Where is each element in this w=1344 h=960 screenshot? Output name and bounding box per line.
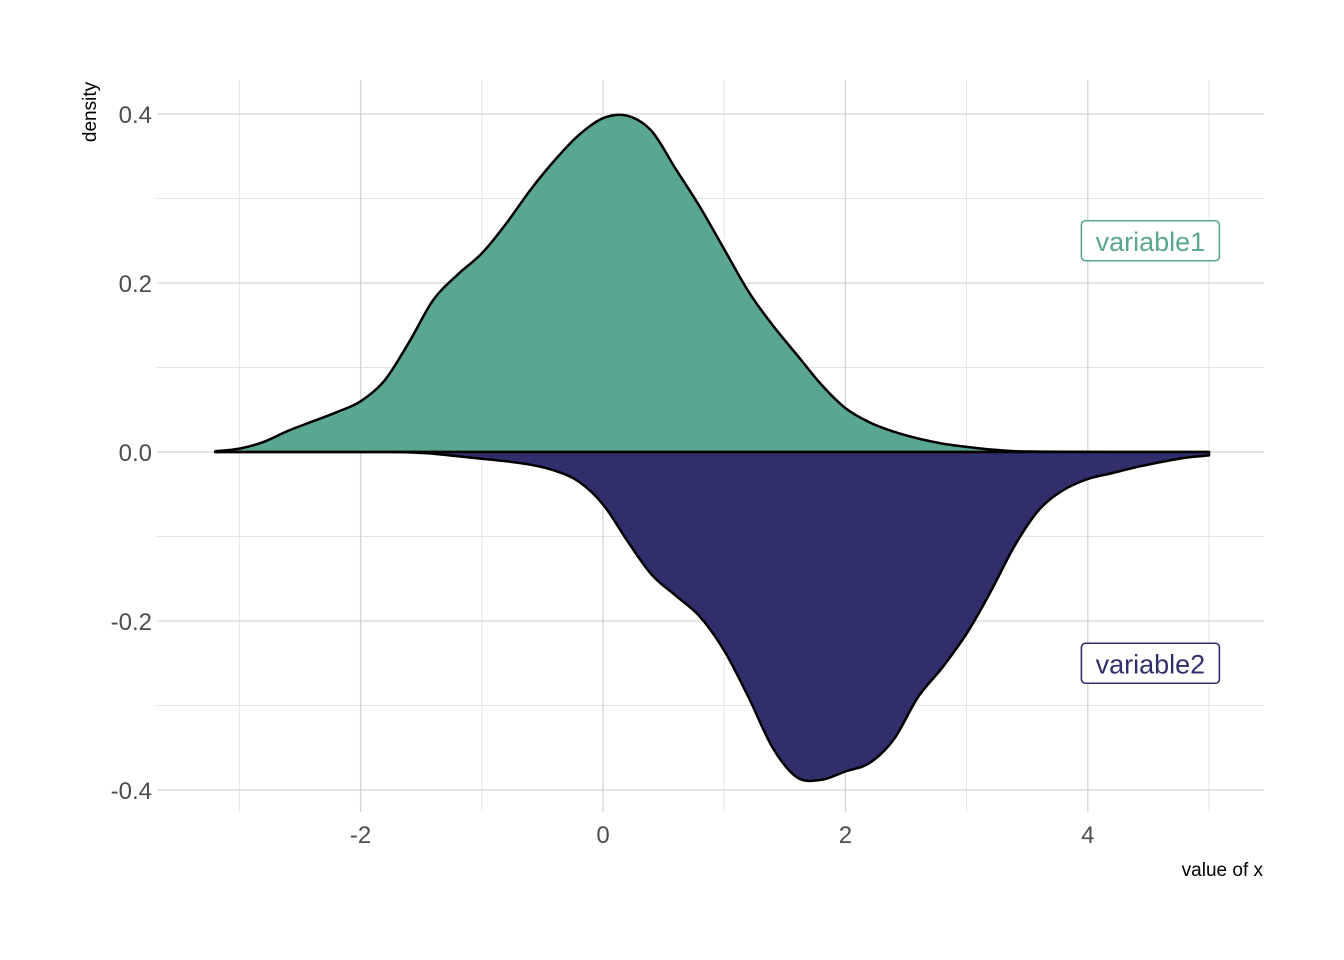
x-tick-label: -2 <box>350 822 371 849</box>
annotation-label: variable1 <box>1096 227 1206 257</box>
y-tick-label: -0.2 <box>111 609 152 636</box>
y-tick-label: 0.0 <box>119 440 152 467</box>
annotation-label: variable2 <box>1096 649 1206 679</box>
y-axis-title: density <box>80 81 101 142</box>
y-axis-tick-labels: -0.4 -0.2 0.0 0.2 0.4 <box>111 102 152 805</box>
x-tick-label: 0 <box>596 822 609 849</box>
density-areas <box>213 113 1211 783</box>
x-tick-label: 2 <box>839 822 852 849</box>
density-area-variable2 <box>213 450 1211 783</box>
x-axis-title: value of x <box>1182 860 1264 881</box>
annotation-variable2: variable2 <box>1080 642 1221 685</box>
x-tick-label: 4 <box>1081 822 1094 849</box>
annotation-box <box>1080 642 1221 685</box>
y-tick-label: 0.2 <box>119 271 152 298</box>
annotation-variable1: variable1 <box>1080 219 1221 262</box>
y-tick-label: -0.4 <box>111 778 152 805</box>
series-annotations: variable1 variable2 <box>1080 219 1221 685</box>
x-axis-tick-labels: -2 0 2 4 <box>350 822 1095 849</box>
y-tick-label: 0.4 <box>119 102 152 129</box>
annotation-box <box>1080 219 1221 262</box>
